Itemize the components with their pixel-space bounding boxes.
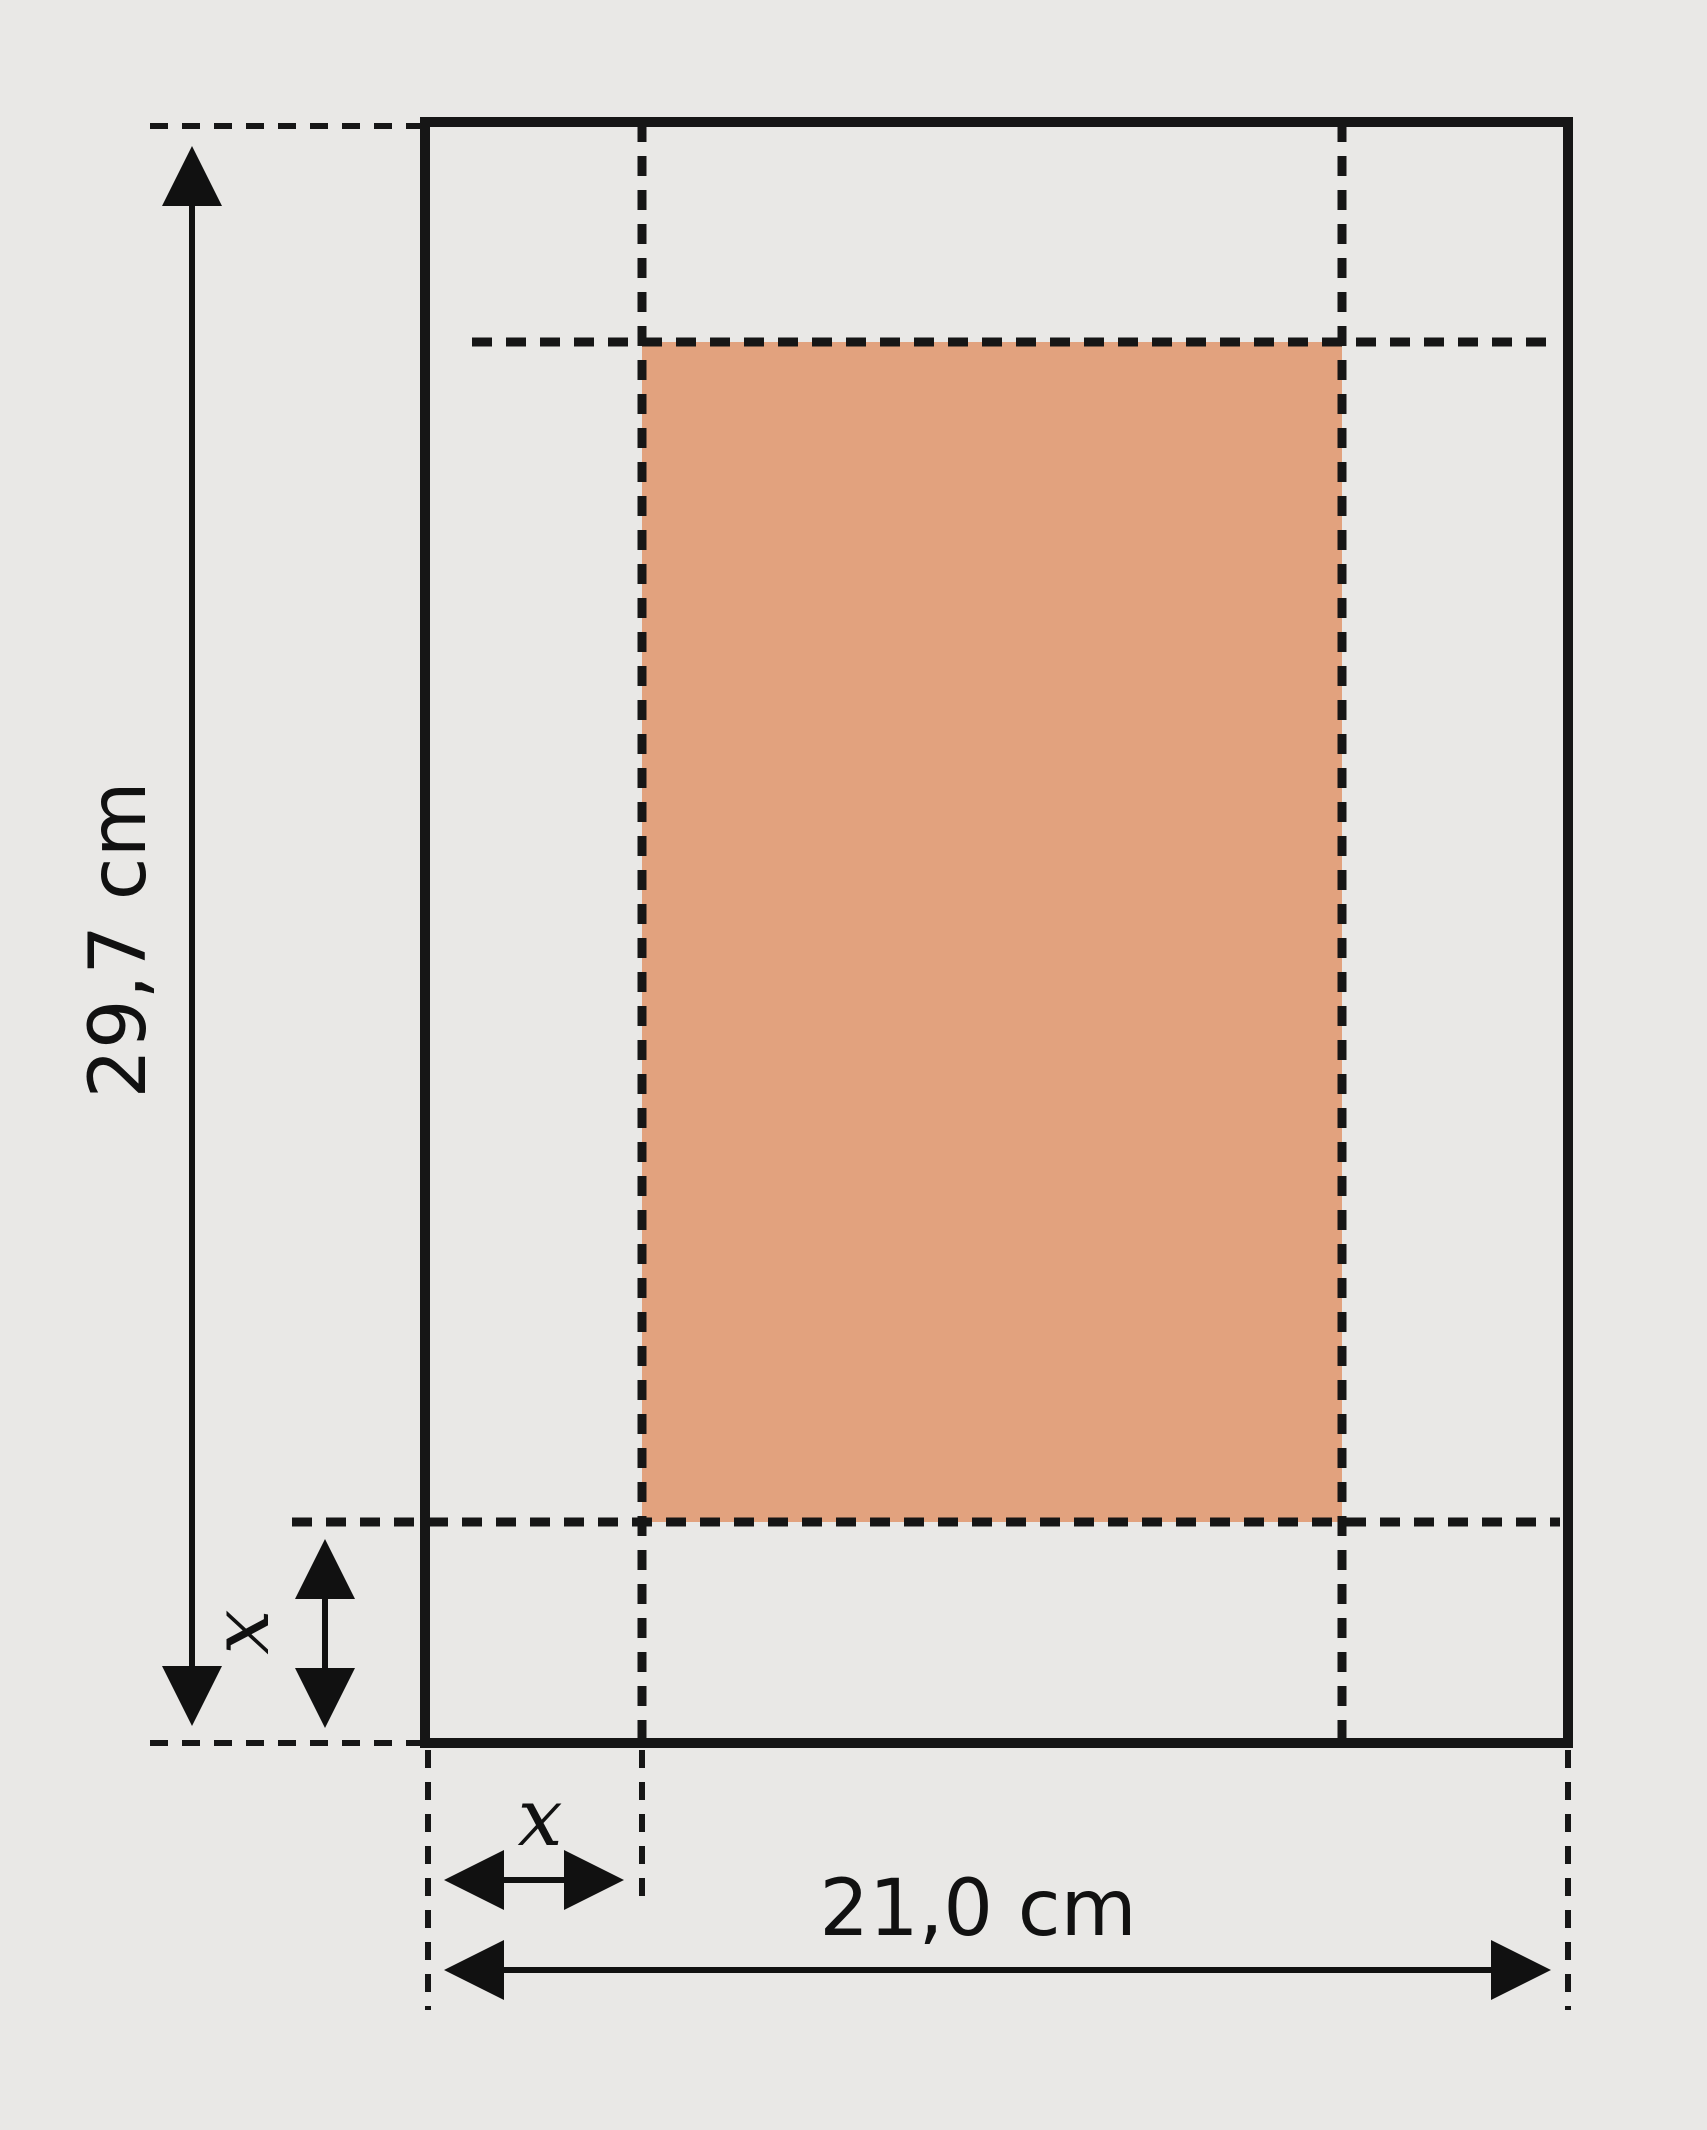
shaded-base-region	[642, 342, 1342, 1522]
cut-height-label: x	[194, 1609, 287, 1654]
dimension-arrows	[162, 146, 1551, 2000]
sheet-outline	[420, 117, 1573, 1748]
height-label: 29,7 cm	[74, 781, 164, 1098]
fold-lines	[292, 122, 1560, 1743]
width-label: 21,0 cm	[819, 1864, 1136, 1954]
cut-width-label: x	[517, 1771, 562, 1864]
extension-lines	[150, 123, 1571, 2010]
